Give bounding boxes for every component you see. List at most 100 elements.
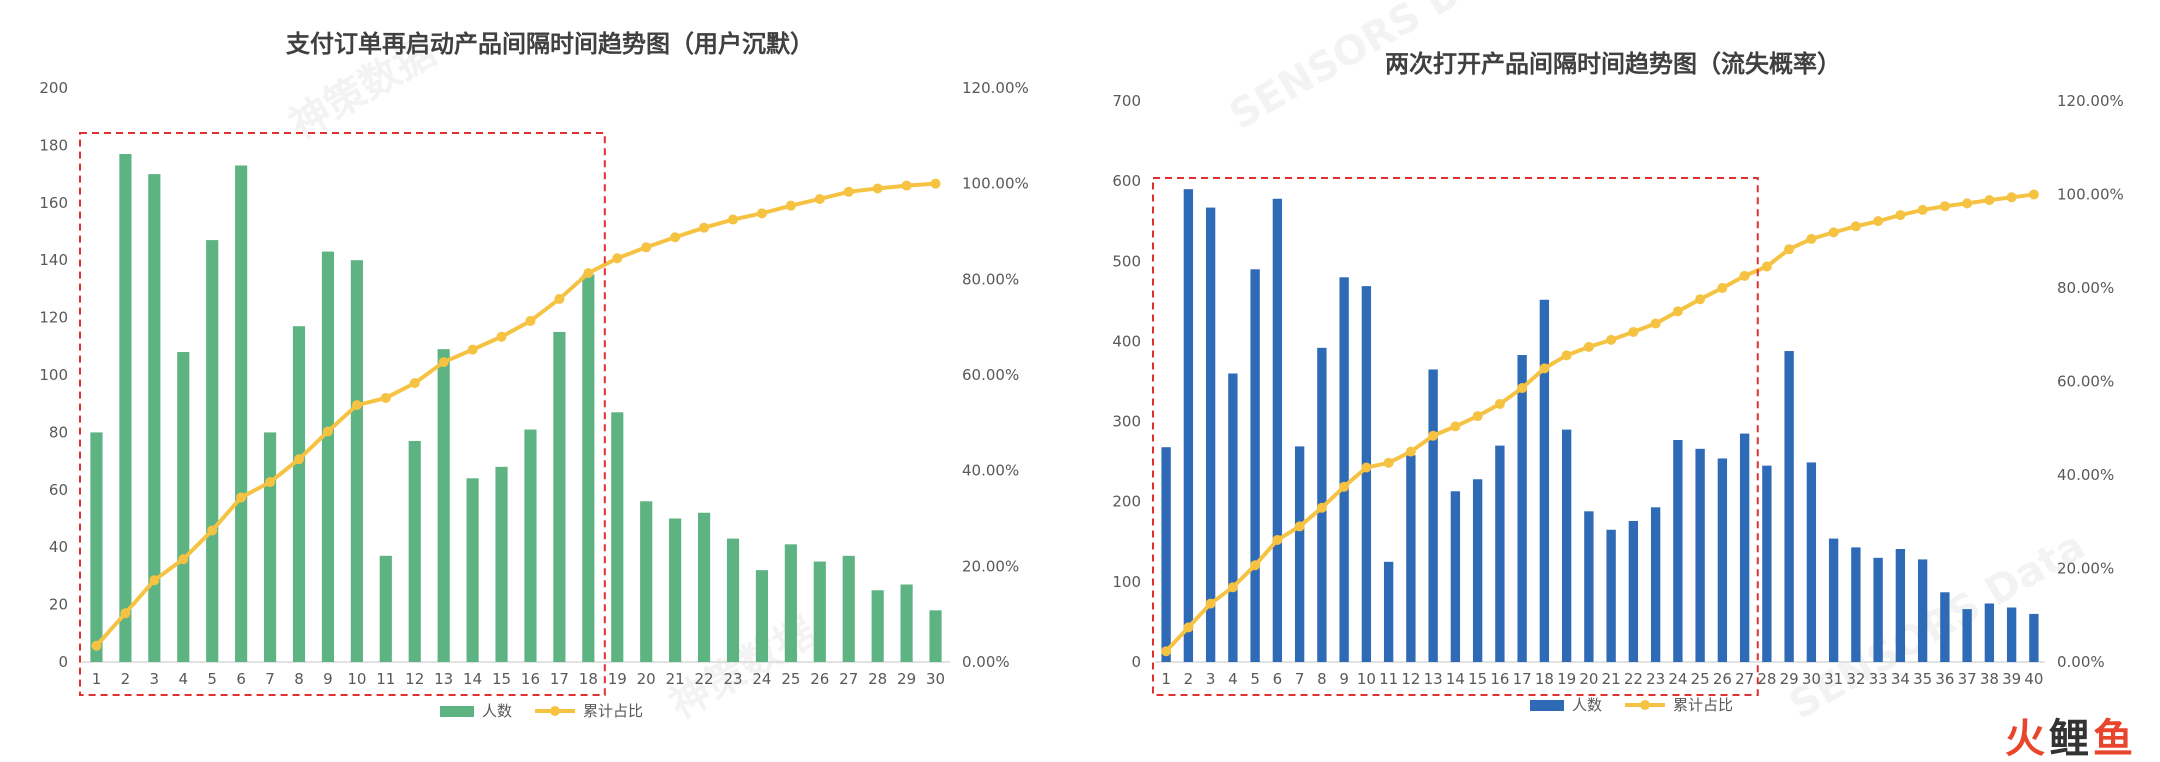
line-point-10 xyxy=(351,400,362,411)
y-left-tick-label: 20 xyxy=(49,596,68,614)
line-point-7 xyxy=(1294,521,1305,532)
bar-19 xyxy=(611,412,624,662)
x-tick-label: 11 xyxy=(1379,670,1398,688)
line-point-11 xyxy=(1383,457,1394,468)
x-tick-label: 34 xyxy=(1891,670,1910,688)
bar-29 xyxy=(900,584,913,662)
line-point-18 xyxy=(1539,363,1550,374)
line-point-14 xyxy=(1450,421,1461,432)
bar-18 xyxy=(582,274,595,662)
watermark-text: SENSORS Data xyxy=(1782,523,2093,729)
line-point-19 xyxy=(612,253,623,264)
y-right-tick-label: 0.00% xyxy=(2057,653,2105,671)
bar-27 xyxy=(1739,433,1750,662)
x-tick-label: 15 xyxy=(492,670,511,688)
y-right-tick-label: 0.00% xyxy=(962,653,1010,671)
bar-34 xyxy=(1895,548,1906,662)
bar-26 xyxy=(1717,458,1728,662)
x-tick-label: 16 xyxy=(521,670,540,688)
line-point-18 xyxy=(583,268,594,279)
line-point-20 xyxy=(641,242,652,253)
bar-9 xyxy=(1339,277,1349,662)
line-point-38 xyxy=(1984,195,1995,206)
x-tick-label: 17 xyxy=(550,670,569,688)
line-point-25 xyxy=(1695,294,1706,305)
bar-16 xyxy=(524,429,537,662)
legend-swatch-marker xyxy=(550,706,560,716)
line-point-3 xyxy=(1205,598,1216,609)
line-point-12 xyxy=(409,378,420,389)
line-point-30 xyxy=(1806,233,1817,244)
line-point-23 xyxy=(728,214,738,225)
legend-label-line: 累计占比 xyxy=(1673,696,1733,714)
line-point-3 xyxy=(149,575,160,586)
legend-label-line: 累计占比 xyxy=(583,702,643,720)
x-tick-label: 20 xyxy=(637,670,656,688)
y-right-tick-label: 20.00% xyxy=(2057,560,2114,578)
y-right-tick-label: 20.00% xyxy=(962,557,1019,575)
y-left-tick-label: 80 xyxy=(49,423,68,441)
line-point-13 xyxy=(438,357,449,368)
x-tick-label: 6 xyxy=(1273,670,1283,688)
x-tick-label: 24 xyxy=(752,670,771,688)
line-point-26 xyxy=(1717,283,1728,293)
bar-4 xyxy=(177,352,190,662)
bar-14 xyxy=(466,478,479,662)
bar-39 xyxy=(2006,607,2017,662)
bar-29 xyxy=(1784,351,1794,662)
line-point-36 xyxy=(1939,201,1950,212)
bar-13 xyxy=(437,349,450,662)
bar-17 xyxy=(553,331,566,662)
x-tick-label: 28 xyxy=(1757,670,1776,688)
line-point-40 xyxy=(2028,189,2039,200)
bar-30 xyxy=(1806,462,1817,662)
line-point-11 xyxy=(380,392,391,403)
line-point-39 xyxy=(2006,192,2017,203)
x-tick-label: 13 xyxy=(1424,670,1443,688)
line-point-24 xyxy=(756,208,767,219)
line-point-13 xyxy=(1428,430,1439,441)
bar-7 xyxy=(1294,446,1305,662)
bar-13 xyxy=(1428,369,1438,662)
y-left-tick-label: 100 xyxy=(1112,573,1141,591)
y-right-tick-label: 80.00% xyxy=(962,270,1019,288)
legend-label-bars: 人数 xyxy=(1572,696,1602,714)
line-point-21 xyxy=(1606,334,1617,345)
bar-22 xyxy=(697,512,711,662)
x-tick-label: 15 xyxy=(1468,670,1487,688)
bar-23 xyxy=(726,538,740,662)
y-right-tick-label: 40.00% xyxy=(962,462,1019,480)
bar-22 xyxy=(1628,520,1639,662)
line-point-9 xyxy=(322,426,333,437)
line-point-26 xyxy=(814,193,825,204)
x-tick-label: 12 xyxy=(1401,670,1420,688)
x-tick-label: 28 xyxy=(868,670,887,688)
x-tick-label: 26 xyxy=(1713,670,1732,688)
y-left-tick-label: 140 xyxy=(39,251,68,269)
bar-40 xyxy=(2029,613,2039,662)
line-point-30 xyxy=(930,178,941,189)
x-tick-label: 25 xyxy=(781,670,800,688)
x-tick-label: 18 xyxy=(579,670,598,688)
logo-char-2: 鲤 xyxy=(2049,716,2089,762)
x-tick-label: 17 xyxy=(1513,670,1532,688)
line-point-6 xyxy=(1272,534,1283,545)
legend-swatch-bars xyxy=(1530,700,1564,711)
bar-38 xyxy=(1984,603,1995,662)
x-tick-label: 32 xyxy=(1846,670,1865,688)
chart-open-interval-churn: 两次打开产品间隔时间趋势图（流失概率） 0 100 200 300 400 500 600 7… xyxy=(1112,50,2123,714)
x-tick-label: 25 xyxy=(1691,670,1710,688)
x-tick-label: 13 xyxy=(434,670,453,688)
line-point-27 xyxy=(1739,270,1750,281)
line-point-14 xyxy=(467,344,478,355)
x-tick-label: 8 xyxy=(1317,670,1327,688)
x-tick-label: 35 xyxy=(1913,670,1932,688)
bar-15 xyxy=(1472,479,1483,662)
y-left-tick-label: 600 xyxy=(1112,172,1141,190)
x-tick-label: 26 xyxy=(810,670,829,688)
x-tick-label: 9 xyxy=(323,670,333,688)
x-tick-label: 11 xyxy=(376,670,395,688)
bar-17 xyxy=(1517,355,1527,662)
x-tick-label: 33 xyxy=(1869,670,1888,688)
line-point-29 xyxy=(1784,244,1795,255)
